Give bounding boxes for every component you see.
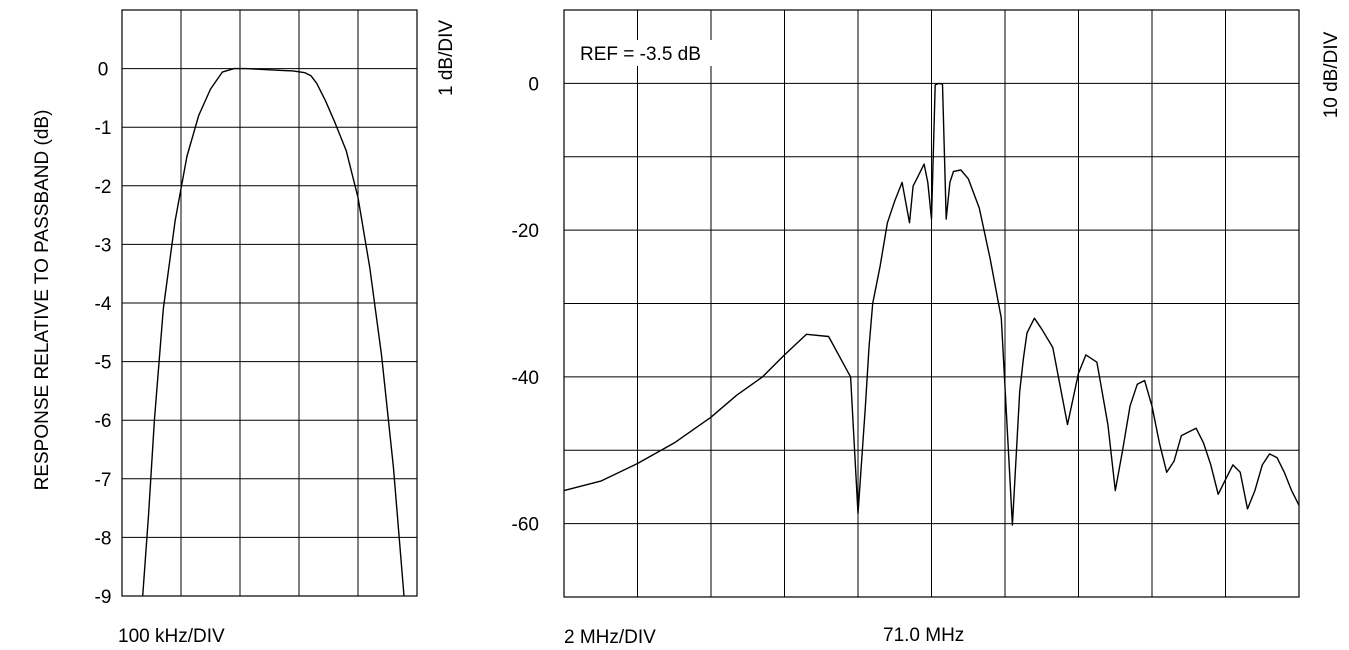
right-y-tick-label: -40 — [512, 368, 539, 389]
left-passband-curve — [142, 67, 405, 597]
left-y-tick-label: -2 — [95, 177, 112, 198]
right-chart: 10 dB/DIV 2 MHz/DIV 71.0 MHz 0-20-40-60 … — [512, 9, 1342, 648]
left-chart: RESPONSE RELATIVE TO PASSBAND (dB) 1 dB/… — [32, 9, 457, 647]
left-y-tick-label: -4 — [95, 294, 112, 315]
left-y-tick-label: -8 — [95, 528, 112, 549]
left-y-axis-title: RESPONSE RELATIVE TO PASSBAND (dB) — [32, 110, 53, 491]
right-x-axis-label: 2 MHz/DIV — [564, 627, 656, 648]
left-y-tick-label: -1 — [95, 118, 112, 139]
ref-annotation: REF = -3.5 dB — [580, 44, 701, 65]
left-x-axis-label: 100 kHz/DIV — [118, 626, 225, 647]
left-grid — [122, 10, 417, 596]
left-y-tick-label: -9 — [95, 587, 112, 608]
left-y-tick-label: -7 — [95, 470, 112, 491]
left-scale-label: 1 dB/DIV — [436, 20, 457, 96]
left-y-tick-label: -3 — [95, 235, 112, 256]
right-plot-frame — [563, 9, 1300, 598]
right-y-tick-label: -60 — [512, 515, 539, 536]
right-grid — [564, 10, 1299, 597]
right-center-frequency-label: 71.0 MHz — [883, 625, 964, 646]
right-scale-label: 10 dB/DIV — [1321, 31, 1342, 118]
left-y-ticks: 0 -1 -2 -3 -4 -5 -6 -7 -8 -9 — [95, 60, 112, 608]
left-plot-frame — [121, 9, 418, 597]
right-y-tick-label: 0 — [528, 74, 539, 95]
left-y-tick-label: -5 — [95, 353, 112, 374]
right-y-tick-label: -20 — [512, 221, 539, 242]
right-y-ticks: 0 -20 -40 -60 — [512, 74, 539, 535]
left-y-tick-label: -6 — [95, 411, 112, 432]
right-wideband-curve — [563, 82, 1300, 526]
left-y-tick-label: 0 — [98, 60, 109, 81]
ref-annotation-background — [576, 40, 744, 66]
